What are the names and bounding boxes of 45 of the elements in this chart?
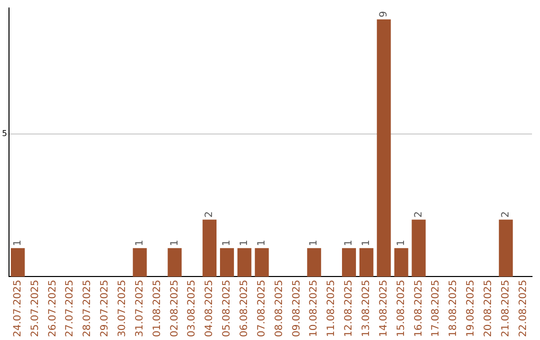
x-tick-label: 29.07.2025	[100, 280, 111, 338]
data-label: 2	[413, 211, 424, 218]
y-tick-label: 5	[2, 128, 8, 138]
x-tick-label: 06.08.2025	[238, 280, 250, 338]
x-tick-label: 11.08.2025	[326, 280, 338, 338]
data-label: 1	[134, 240, 146, 246]
x-tick-label: 30.07.2025	[116, 280, 128, 338]
x-tick-label: 07.08.2025	[256, 280, 268, 338]
x-tick-label: 31.07.2025	[134, 280, 146, 338]
data-label: 1	[256, 240, 268, 246]
x-tick-label: 12.08.2025	[344, 280, 355, 338]
data-label: 9	[378, 11, 390, 18]
x-tick-label: 16.08.2025	[413, 280, 424, 338]
x-tick-label: 02.08.2025	[169, 280, 180, 338]
x-tick-label: 10.08.2025	[308, 280, 320, 338]
data-label: 2	[500, 211, 512, 218]
x-tick-label: 27.07.2025	[64, 280, 76, 338]
x-tick-label: 05.08.2025	[222, 280, 233, 338]
x-tick-label: 28.07.2025	[82, 280, 94, 338]
x-tick-label: 21.08.2025	[500, 280, 512, 338]
x-tick-label: 19.08.2025	[466, 280, 477, 338]
data-label: 1	[169, 240, 180, 246]
data-label: 1	[222, 240, 233, 246]
x-tick-label: 26.07.2025	[47, 280, 58, 338]
data-label: 1	[12, 240, 24, 246]
x-tick-label: 13.08.2025	[361, 280, 372, 338]
x-tick-label: 03.08.2025	[186, 280, 198, 338]
data-label: 1	[238, 240, 250, 246]
x-tick-label: 25.07.2025	[30, 280, 41, 338]
x-tick-label: 09.08.2025	[291, 280, 302, 338]
data-label: 1	[308, 240, 320, 246]
data-label: 1	[344, 240, 355, 246]
data-label: 1	[396, 240, 407, 246]
x-tick-label: 20.08.2025	[483, 280, 494, 338]
x-tick-label: 04.08.2025	[204, 280, 216, 338]
x-tick-label: 01.08.2025	[152, 280, 163, 338]
x-tick-label: 17.08.2025	[430, 280, 442, 338]
x-tick-label: 24.07.2025	[12, 280, 24, 338]
data-label: 1	[361, 240, 372, 246]
x-tick-label: 15.08.2025	[396, 280, 407, 338]
x-tick-label: 18.08.2025	[448, 280, 460, 338]
x-tick-label: 08.08.2025	[274, 280, 285, 338]
data-label: 2	[204, 211, 216, 218]
x-tick-label: 22.08.2025	[518, 280, 529, 338]
x-tick-label: 14.08.2025	[378, 280, 390, 338]
